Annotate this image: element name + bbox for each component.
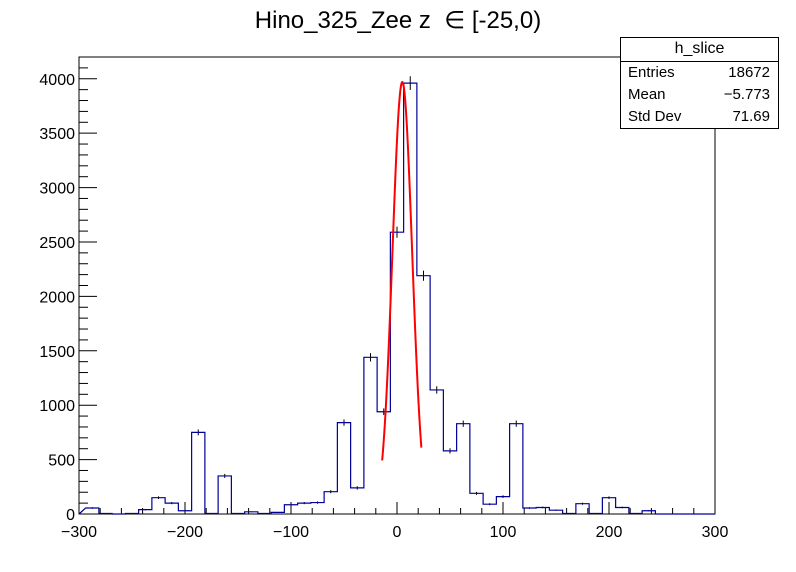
x-tick-label: 200 — [596, 524, 623, 541]
stats-value: 71.69 — [732, 108, 770, 125]
stats-label: Entries — [628, 64, 675, 81]
y-tick-label: 4000 — [39, 72, 75, 89]
stats-label: Std Dev — [628, 108, 682, 125]
error-bars — [91, 76, 650, 514]
x-tick-label: −100 — [273, 524, 309, 541]
x-tick-label: −200 — [167, 524, 203, 541]
x-tick-label: 100 — [490, 524, 517, 541]
stats-title: h_slice — [621, 38, 778, 62]
stats-row-mean: Mean −5.773 — [621, 84, 778, 106]
y-tick-label: 2000 — [39, 289, 75, 306]
stats-label: Mean — [628, 86, 666, 103]
y-tick-label: 3000 — [39, 181, 75, 198]
y-tick-label: 500 — [48, 453, 75, 470]
x-tick-label: 0 — [393, 524, 402, 541]
axis-ticks — [78, 56, 716, 515]
chart-title: Hino_325_Zee z ∈ [-25,0) — [254, 7, 542, 34]
x-tick-label: −300 — [61, 524, 97, 541]
y-tick-label: 0 — [66, 507, 75, 524]
y-tick-labels: 0 500 1000 1500 2000 2500 3000 3500 4000 — [39, 72, 75, 524]
histogram-outline — [78, 82, 715, 515]
stats-value: 18672 — [728, 64, 770, 81]
y-tick-label: 3500 — [39, 126, 75, 143]
x-tick-labels: −300 −200 −100 0 100 200 300 — [61, 524, 728, 541]
stats-value: −5.773 — [723, 86, 770, 103]
stats-row-stddev: Std Dev 71.69 — [621, 106, 778, 128]
fit-curve — [381, 80, 423, 461]
y-tick-label: 1000 — [39, 398, 75, 415]
stats-row-entries: Entries 18672 — [621, 62, 778, 84]
y-tick-label: 2500 — [39, 235, 75, 252]
stats-box: h_slice Entries 18672 Mean −5.773 Std De… — [620, 37, 779, 129]
y-tick-label: 1500 — [39, 344, 75, 361]
x-tick-label: 300 — [702, 524, 729, 541]
